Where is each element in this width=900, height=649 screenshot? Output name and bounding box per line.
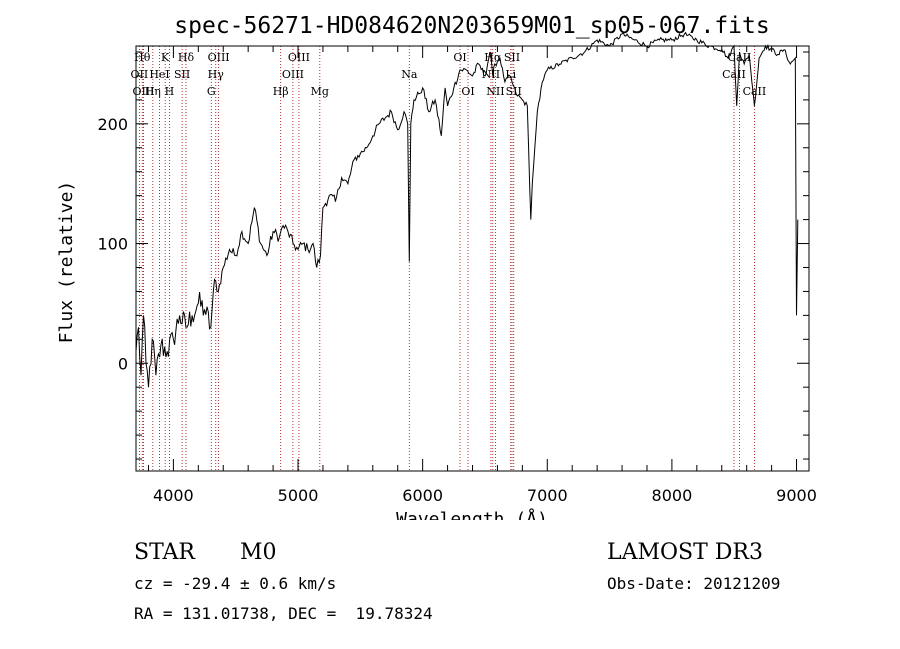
spectral-line-label: G: [207, 85, 216, 98]
spectral-line-label: Hβ: [273, 85, 289, 98]
spectral-line-label: Hη: [145, 85, 161, 98]
spectral-line-markers: [138, 46, 755, 471]
x-tick-label: 6000: [402, 486, 443, 505]
x-tick-label: 5000: [278, 486, 319, 505]
spectral-line-label: Mg: [311, 85, 329, 98]
spectral-line-label: Hγ: [208, 68, 225, 81]
redshift-velocity: cz = -29.4 ± 0.6 km/s: [134, 574, 337, 593]
spectral-line-label: OIII: [282, 68, 304, 81]
observation-date: Obs-Date: 20121209: [607, 574, 781, 593]
survey-name: LAMOST DR3: [607, 540, 763, 565]
object-subclass: M0: [240, 540, 277, 565]
plot-frame: [135, 45, 810, 472]
spectrum-chart: 4000 5000 6000 7000 8000 9000 0 100 200 Hθ OII OI…: [56, 13, 817, 520]
spectral-line-label: Hθ: [134, 51, 151, 64]
spectral-line-label: OIII: [288, 51, 310, 64]
spectral-line-label: CaII: [722, 68, 746, 81]
spectral-line-label: K: [161, 51, 170, 64]
spectral-line-label: HeI: [149, 68, 169, 81]
spectral-line-label: Na: [401, 68, 418, 81]
spectral-line-label: OII: [131, 68, 149, 81]
chart-title: spec-56271-HD084620N203659M01_sp05-067.f…: [174, 13, 769, 39]
y-tick-label: 200: [97, 115, 128, 134]
spectral-line-label: Li: [505, 68, 516, 81]
x-axis-ticks: 4000 5000 6000 7000 8000 9000: [147, 46, 817, 505]
spectral-line-label: SII: [506, 85, 522, 98]
spectral-line-label: SII: [174, 68, 190, 81]
spectral-line-label: NII: [486, 85, 504, 98]
spectral-line-label: H: [165, 85, 175, 98]
spectral-line-label: Hα: [484, 51, 502, 64]
y-axis-ticks: 0 100 200: [97, 51, 809, 460]
object-class: STAR: [134, 540, 195, 565]
spectral-line-label: Hδ: [178, 51, 195, 64]
spectrum-line: [135, 31, 799, 388]
spectral-line-label: NII: [482, 68, 500, 81]
y-tick-label: 100: [97, 235, 128, 254]
spectral-line-label: OIII: [132, 85, 154, 98]
spectral-line-labels: HθOIIOIIIHηHeIKHSIIHδGHγOIIIHβOIIIOIIIMg…: [131, 51, 767, 98]
x-axis-label: Wavelength (Å): [396, 508, 548, 520]
x-tick-label: 8000: [652, 486, 693, 505]
x-tick-label: 7000: [527, 486, 568, 505]
x-tick-label: 9000: [776, 486, 817, 505]
spectral-line-label: OIII: [208, 51, 230, 64]
y-axis-label: Flux (relative): [56, 181, 77, 344]
spectral-line-label: CaII: [743, 85, 767, 98]
spectral-line-label: OI: [461, 85, 474, 98]
x-tick-label: 4000: [153, 486, 194, 505]
ra-dec-coordinates: RA = 131.01738, DEC = 19.78324: [134, 604, 433, 623]
spectral-line-label: CaII: [728, 51, 752, 64]
y-tick-label: 0: [118, 354, 128, 373]
spectral-line-label: SII: [504, 51, 520, 64]
spectral-line-label: OI: [453, 51, 466, 64]
